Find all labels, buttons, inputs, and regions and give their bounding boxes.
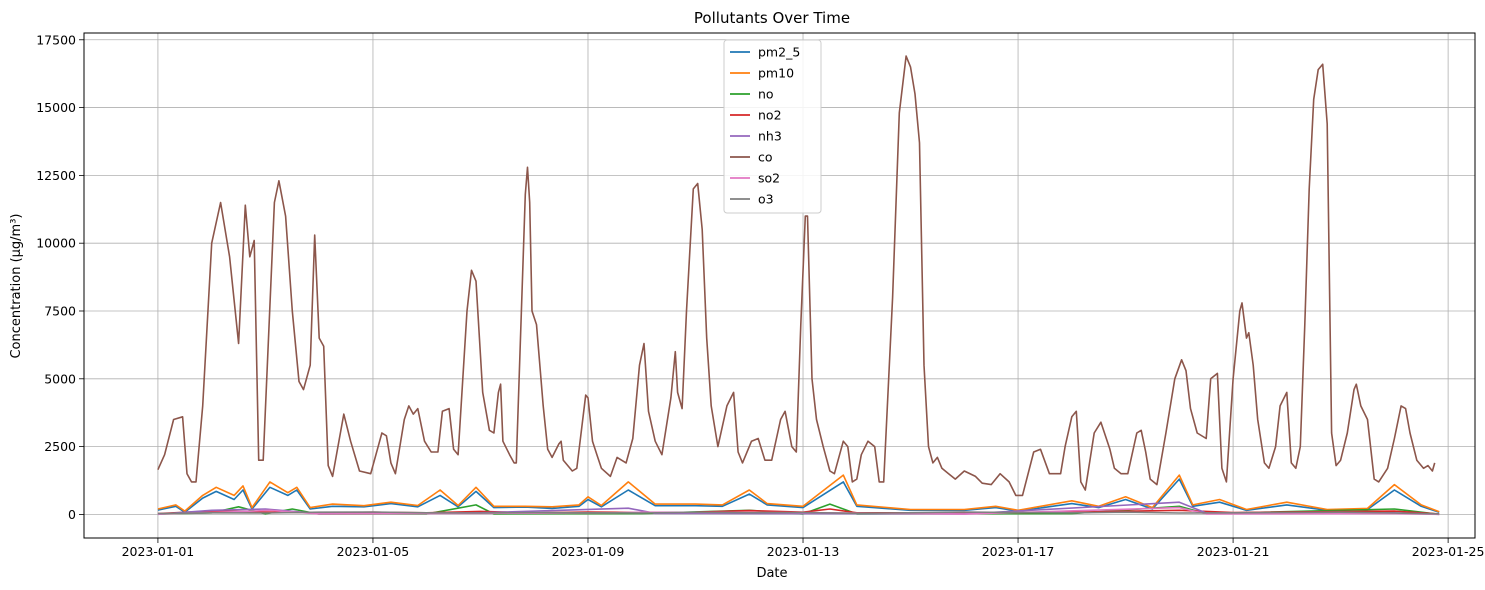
- legend-label: nh3: [758, 129, 782, 144]
- legend-label: o3: [758, 192, 774, 207]
- series-lines: [157, 55, 1440, 516]
- y-tick-label: 5000: [44, 371, 76, 386]
- legend-box: [723, 39, 822, 214]
- x-tick-label: 2023-01-25: [1412, 544, 1485, 559]
- series-line-nh3: [157, 501, 1440, 516]
- y-tick-label: 10000: [36, 236, 76, 251]
- y-tick-label: 15000: [36, 100, 76, 115]
- y-tick-label: 12500: [36, 168, 76, 183]
- x-tick-label: 2023-01-09: [552, 544, 625, 559]
- y-tick-label: 0: [68, 507, 76, 522]
- x-tick-label: 2023-01-13: [767, 544, 840, 559]
- series-line-o3: [157, 511, 1440, 515]
- series-line-co: [157, 55, 1436, 497]
- legend-label: pm2_5: [758, 45, 800, 60]
- y-axis-ticks: 0 2500 5000 7500 10000 12500 15000 17500: [36, 32, 84, 522]
- y-tick-label: 7500: [44, 303, 76, 318]
- x-axis-label: Date: [756, 566, 787, 581]
- x-tick-label: 2023-01-21: [1197, 544, 1270, 559]
- legend: pm2_5 pm10 no no2 nh3 co so2 o3: [723, 39, 822, 214]
- y-tick-label: 17500: [36, 32, 76, 47]
- legend-label: co: [758, 150, 773, 165]
- x-tick-label: 2023-01-05: [337, 544, 410, 559]
- legend-label: no2: [758, 108, 782, 123]
- x-tick-label: 2023-01-01: [122, 544, 195, 559]
- series-line-pm10: [157, 474, 1440, 513]
- chart-title: Pollutants Over Time: [694, 9, 850, 27]
- series-line-pm2_5: [157, 478, 1440, 513]
- y-axis-label: Concentration (µg/m³): [9, 213, 24, 358]
- x-tick-label: 2023-01-17: [982, 544, 1055, 559]
- plot-frame: [83, 32, 1476, 539]
- y-tick-label: 2500: [44, 439, 76, 454]
- legend-label: no: [758, 87, 774, 102]
- x-axis-ticks: 2023-01-01 2023-01-05 2023-01-09 2023-01-13…: [122, 538, 1485, 559]
- legend-label: pm10: [758, 66, 794, 81]
- legend-label: so2: [758, 171, 780, 186]
